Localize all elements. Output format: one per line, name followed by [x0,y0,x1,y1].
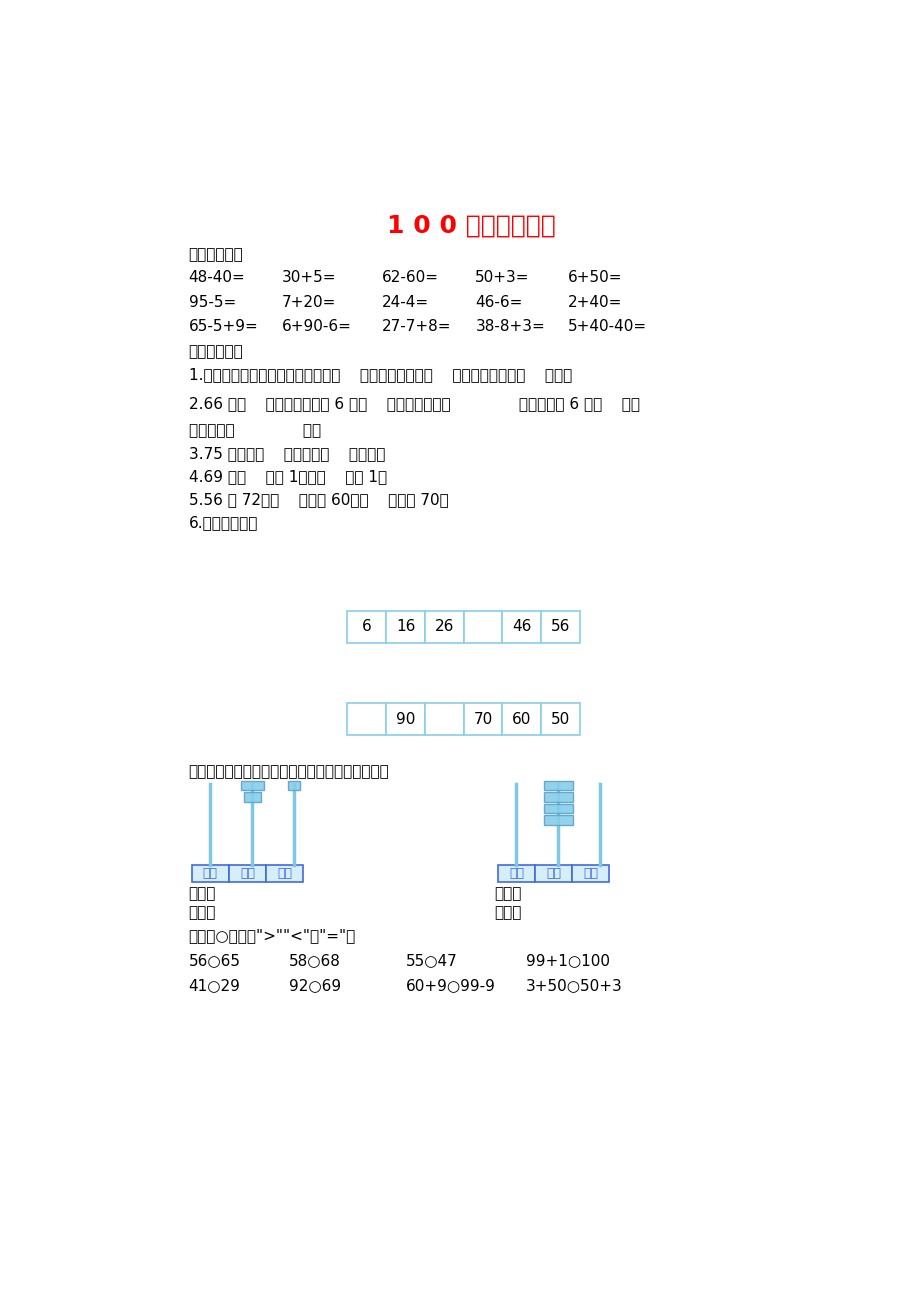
Text: 读作：: 读作： [188,905,216,921]
Text: 30+5=: 30+5= [281,271,335,285]
Bar [347,703,386,736]
Text: 38-8+3=: 38-8+3= [475,319,545,335]
Bar [386,611,425,643]
Text: 41○29: 41○29 [188,979,240,993]
Bar [386,703,425,736]
Bar [502,611,540,643]
Text: 2+40=: 2+40= [568,294,622,310]
Text: 6.按规律填数。: 6.按规律填数。 [188,516,257,530]
Bar [266,865,303,881]
Text: 上，表示（              ）。: 上，表示（ ）。 [188,423,321,437]
Text: 一、计算题。: 一、计算题。 [188,247,244,262]
Text: 50: 50 [550,712,570,727]
Text: 3+50○50+3: 3+50○50+3 [525,979,622,993]
Bar [543,781,573,790]
Text: 读作：: 读作： [494,905,522,921]
Text: 55○47: 55○47 [405,953,457,969]
Bar [240,781,264,790]
Bar [463,611,502,643]
Text: 46-6=: 46-6= [475,294,522,310]
Text: 2.66 是（    ）位数，右边的 6 在（    ）位上，表示（              ），左边的 6 在（    ）位: 2.66 是（ ）位数，右边的 6 在（ ）位上，表示（ ），左边的 6 在（ … [188,397,639,411]
Text: 十位: 十位 [546,867,561,880]
Bar [229,865,266,881]
Text: 16: 16 [395,620,414,634]
Text: 6+90-6=: 6+90-6= [281,319,351,335]
Text: 写作：: 写作： [494,887,522,901]
Text: 27-7+8=: 27-7+8= [382,319,451,335]
Bar [543,792,573,802]
Text: 1 0 0 以内数的认识: 1 0 0 以内数的认识 [387,214,555,238]
Text: 4.69 比（    ）大 1，比（    ）小 1。: 4.69 比（ ）大 1，比（ ）小 1。 [188,469,386,484]
Bar [288,781,300,790]
Text: 四、在○里填上">""<"或"="。: 四、在○里填上">""<"或"="。 [188,928,356,944]
Text: 写作：: 写作： [188,887,216,901]
Text: 60+9○99-9: 60+9○99-9 [405,979,495,993]
Bar [540,611,579,643]
Text: 百位: 百位 [202,867,218,880]
Text: 个位: 个位 [583,867,597,880]
Bar [497,865,535,881]
Text: 5+40-40=: 5+40-40= [568,319,647,335]
Text: 90: 90 [395,712,414,727]
Text: 46: 46 [512,620,531,634]
Text: 65-5+9=: 65-5+9= [188,319,258,335]
Text: 50+3=: 50+3= [475,271,529,285]
Text: 60: 60 [512,712,531,727]
Text: 26: 26 [434,620,454,634]
Bar [502,703,540,736]
Bar [540,703,579,736]
Text: 十位: 十位 [240,867,255,880]
Bar [572,865,608,881]
Text: 3.75 里面有（    ）个十和（    ）个一。: 3.75 里面有（ ）个十和（ ）个一。 [188,445,384,461]
Text: 5.56 和 72，（    ）接近 60，（    ）接近 70。: 5.56 和 72，（ ）接近 60，（ ）接近 70。 [188,492,448,506]
Bar [191,865,229,881]
Text: 70: 70 [473,712,493,727]
Text: 个位: 个位 [277,867,292,880]
Text: 99+1○100: 99+1○100 [525,953,609,969]
Text: 24-4=: 24-4= [382,294,429,310]
Bar [347,611,386,643]
Text: 三、在计数器上表示图中的数，再按要求填一填。: 三、在计数器上表示图中的数，再按要求填一填。 [188,764,389,780]
Bar [543,815,573,824]
Text: 92○69: 92○69 [289,979,341,993]
Text: 56○65: 56○65 [188,953,241,969]
Bar [543,803,573,812]
Text: 百位: 百位 [508,867,524,880]
Bar [425,611,463,643]
Text: 二、填空题。: 二、填空题。 [188,344,244,359]
Text: 95-5=: 95-5= [188,294,235,310]
Text: 1.计数器上，从右边起，个位是第（    ）位，十位是第（    ）位，第三位是（    ）位。: 1.计数器上，从右边起，个位是第（ ）位，十位是第（ ）位，第三位是（ ）位。 [188,367,572,383]
Text: 6+50=: 6+50= [568,271,622,285]
Text: 58○68: 58○68 [289,953,341,969]
Text: 62-60=: 62-60= [382,271,439,285]
Bar [244,792,260,802]
Bar [425,703,463,736]
Bar [463,703,502,736]
Text: 56: 56 [550,620,570,634]
Bar [535,865,572,881]
Text: 6: 6 [361,620,371,634]
Text: 48-40=: 48-40= [188,271,245,285]
Text: 7+20=: 7+20= [281,294,335,310]
